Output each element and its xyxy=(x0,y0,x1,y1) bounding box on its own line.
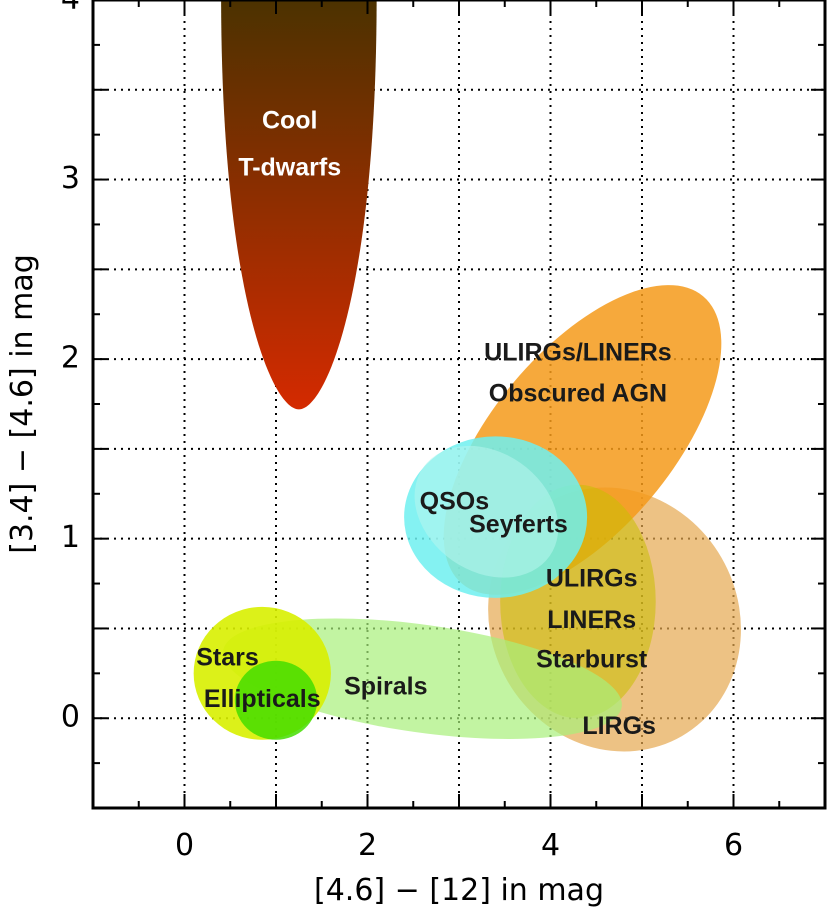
plot-frame xyxy=(91,0,827,810)
label-ulirgs: ULIRGs xyxy=(546,565,638,593)
label-starburst: Starburst xyxy=(536,645,648,673)
x-axis-title: [4.6] − [12] in mag xyxy=(314,873,604,908)
region-seyferts xyxy=(414,445,559,578)
tick-labels: 0 2 4 6 0 1 2 3 4 xyxy=(61,0,743,863)
label-tdwarfs: T-dwarfs xyxy=(238,153,341,181)
region-ellipticals xyxy=(234,660,318,740)
region-cool-tdwarfs xyxy=(221,0,377,410)
x-tick-label: 4 xyxy=(541,828,560,863)
label-ellipticals: Ellipticals xyxy=(204,685,321,713)
label-seyferts: Seyferts xyxy=(469,511,568,539)
y-tick-label: 4 xyxy=(61,0,80,17)
label-spirals: Spirals xyxy=(344,672,427,700)
label-cool: Cool xyxy=(262,107,318,135)
label-liners: LINERs xyxy=(547,606,636,634)
label-qsos: QSOs xyxy=(420,487,489,515)
x-tick-label: 2 xyxy=(358,828,377,863)
region-labels: Cool T-dwarfs ULIRGs/LINERs Obscured AGN QSO… xyxy=(196,107,671,740)
y-tick-label: 1 xyxy=(61,520,80,555)
y-tick-label: 0 xyxy=(61,700,80,735)
y-axis-title: [3.4] − [4.6] in mag xyxy=(5,254,40,554)
regions xyxy=(193,0,741,752)
x-tick-label: 6 xyxy=(724,828,743,863)
label-stars: Stars xyxy=(196,644,259,672)
y-tick-label: 3 xyxy=(61,161,80,196)
y-tick-label: 2 xyxy=(61,341,80,376)
label-obscured-agn: Obscured AGN xyxy=(489,380,667,408)
label-lirgs: LIRGs xyxy=(582,712,656,740)
x-tick-label: 0 xyxy=(175,828,194,863)
label-ulirgs-liners: ULIRGs/LINERs xyxy=(484,338,672,366)
